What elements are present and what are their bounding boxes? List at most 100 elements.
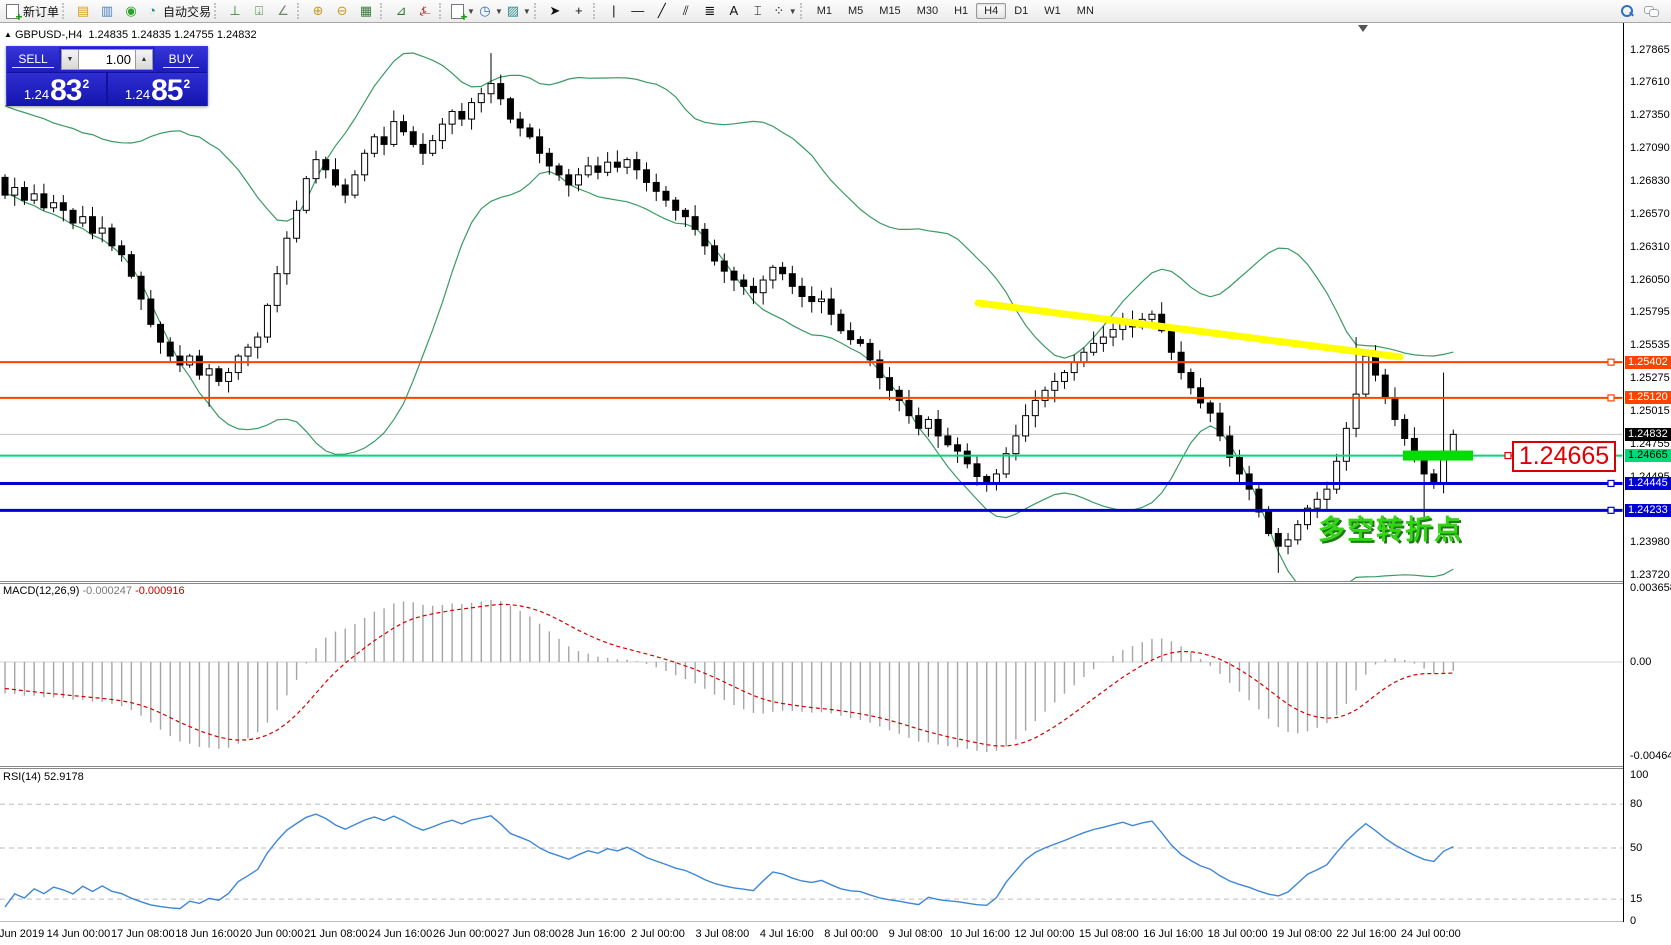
new-order-icon: +	[4, 3, 23, 23]
crosshair-button[interactable]: +	[567, 0, 591, 22]
horizontal-line-button[interactable]: —	[626, 0, 650, 22]
zoom-in-button[interactable]: ⊕	[306, 0, 330, 22]
timeframe-button-mn[interactable]: MN	[1076, 5, 1094, 17]
autotrading-button[interactable]: ◔ 自动交易	[143, 0, 212, 22]
separator	[592, 3, 600, 19]
text-label-button[interactable]: ⌶	[746, 0, 770, 22]
price-axis[interactable]: 1.27865 1.27610 1.27350 1.27090 1.26830 1.265…	[1624, 22, 1671, 927]
periods-dropdown[interactable]: ◷ ▼	[476, 0, 504, 22]
chart-shift-button[interactable]: ⍼	[413, 0, 437, 22]
time-tick-label: 8 Jul 00:00	[824, 928, 879, 940]
new-order-button[interactable]: + 新订单	[3, 0, 60, 23]
template-icon: ▨	[506, 3, 520, 18]
indicators-dropdown[interactable]: + ▼	[448, 0, 476, 23]
arrows-dropdown[interactable]: ⁘ ▼	[770, 0, 798, 22]
time-tick-label: 17 Jun 08:00	[110, 928, 175, 940]
volume-decrease-button[interactable]: ▼	[61, 49, 79, 70]
buy-price-sup: 2	[183, 77, 191, 91]
buy-price-prefix: 1.24	[124, 87, 151, 102]
macd-indicator-label: MACD(12,26,9) -0.000247 -0.000916	[3, 585, 185, 597]
data-window-icon: ▥	[100, 3, 114, 18]
volume-increase-button[interactable]: ▲	[135, 49, 153, 70]
horizontal-line-icon: —	[631, 3, 645, 18]
volume-input[interactable]: 1.00	[79, 49, 135, 70]
rsi-axis-label: 100	[1630, 769, 1649, 781]
timeframe-button-m15[interactable]: M15	[879, 5, 901, 17]
sell-button[interactable]: SELL	[7, 47, 59, 72]
market-watch-button[interactable]: ▤	[71, 0, 95, 22]
price-badge: 1.24445	[1625, 476, 1671, 490]
time-tick-label: 24 Jul 00:00	[1400, 928, 1461, 940]
timeframe-button-m30[interactable]: M30	[916, 5, 939, 17]
zoom-out-button[interactable]: ⊖	[330, 0, 354, 22]
time-tick-label: 18 Jun 16:00	[175, 928, 239, 940]
timeframe-button-d1[interactable]: D1	[1014, 5, 1029, 17]
price-tick-label: 1.27350	[1630, 109, 1670, 122]
search-icon	[1621, 5, 1634, 17]
symbol-period-label: GBPUSD-,H4	[14, 29, 83, 41]
timeframe-button-h1[interactable]: H1	[954, 5, 969, 17]
buy-button[interactable]: BUY	[155, 47, 207, 72]
trendline-icon: ╱	[657, 3, 666, 18]
separator	[214, 3, 221, 19]
text-button[interactable]: A	[722, 0, 746, 22]
tile-windows-icon: ▦	[359, 3, 373, 18]
chinese-annotation: 多空转折点	[1318, 515, 1463, 546]
time-tick-label: 28 Jun 16:00	[561, 928, 626, 940]
line-chart-button[interactable]: ∠	[271, 0, 295, 22]
time-tick-label: 19 Jul 08:00	[1272, 928, 1332, 940]
chart-title: ▲ GBPUSD-,H4 1.24835 1.24835 1.24755 1.2…	[4, 29, 257, 41]
sell-price-big: 83	[50, 74, 82, 107]
timeframe-button-w1[interactable]: W1	[1044, 5, 1061, 17]
sell-price[interactable]: 1.24 83 2	[7, 73, 108, 106]
chart-shift-marker[interactable]	[1358, 25, 1368, 32]
timeframe-bar: M1 M5 M15 M30 H1 H4 D1 W1 MN	[809, 3, 1102, 19]
chevron-down-icon: ▼	[522, 6, 531, 16]
time-tick-label: 10 Jul 16:00	[950, 928, 1010, 940]
cursor-button[interactable]: ➤	[543, 0, 567, 22]
arrows-icon: ⁘	[773, 3, 785, 18]
macd-axis-label: -0.004645	[1630, 750, 1671, 763]
chat-icon	[1643, 5, 1659, 17]
search-button[interactable]	[1615, 0, 1639, 22]
time-tick-label: 24 Jun 16:00	[368, 928, 433, 940]
signals-button[interactable]: ◉	[119, 0, 143, 22]
line-chart-icon: ∠	[277, 3, 289, 18]
candle-chart-button[interactable]: ⍗	[247, 0, 271, 22]
zoom-in-icon: ⊕	[312, 3, 324, 18]
cursor-icon: ➤	[549, 3, 561, 18]
auto-scroll-icon: ⊿	[395, 3, 407, 18]
auto-scroll-button[interactable]: ⊿	[389, 0, 413, 22]
fibonacci-button[interactable]: ≣	[698, 0, 722, 22]
chat-button[interactable]	[1639, 0, 1663, 22]
rsi-indicator-label: RSI(14) 52.9178	[3, 771, 84, 783]
time-tick-label: 16 Jul 16:00	[1143, 928, 1204, 940]
vertical-line-button[interactable]: |	[602, 0, 626, 22]
templates-dropdown[interactable]: ▨ ▼	[504, 0, 532, 22]
time-tick-label: 15 Jul 08:00	[1078, 928, 1139, 940]
timeframe-button-m1[interactable]: M1	[816, 5, 832, 17]
chevron-down-icon: ▼	[788, 6, 797, 16]
fibonacci-icon: ≣	[704, 3, 716, 18]
chevron-down-icon: ▼	[494, 6, 503, 16]
text-icon: A	[729, 3, 739, 18]
clock-icon: ◷	[479, 3, 491, 18]
buy-price[interactable]: 1.24 85 2	[108, 73, 207, 106]
timeframe-button-m5[interactable]: M5	[848, 5, 864, 17]
one-click-trading-panel: SELL ▼ 1.00 ▲ BUY 1.24 83 2 1.24 85 2	[6, 46, 208, 106]
tile-windows-button[interactable]: ▦	[354, 0, 378, 22]
data-window-button[interactable]: ▥	[95, 0, 119, 22]
price-tick-label: 1.27865	[1630, 44, 1670, 56]
price-tick-label: 1.25795	[1630, 306, 1670, 319]
timeframe-button-h4[interactable]: H4	[976, 3, 1007, 19]
price-tick-label: 1.27090	[1630, 142, 1670, 155]
rsi-axis-label: 80	[1630, 798, 1643, 811]
price-tick-label: 1.23980	[1630, 536, 1670, 549]
ohlc-values: 1.24835 1.24835 1.24755 1.24832	[88, 29, 257, 41]
channel-button[interactable]: ⫽	[674, 0, 698, 22]
bar-chart-button[interactable]: ⊥	[223, 0, 247, 22]
equidistant-channel-icon: ⫽	[682, 3, 689, 18]
trendline-button[interactable]: ╱	[650, 0, 674, 22]
